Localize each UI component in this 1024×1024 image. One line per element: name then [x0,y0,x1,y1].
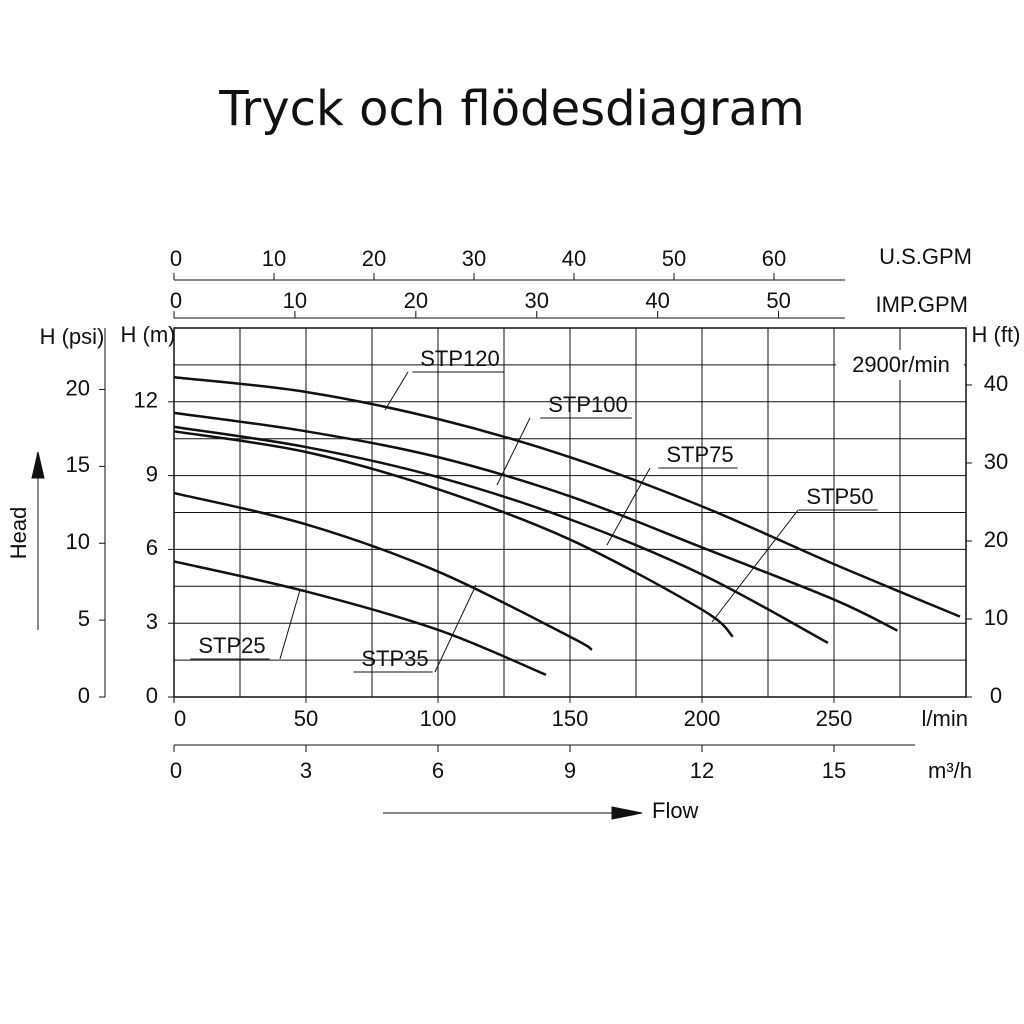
y-tick-label: 9 [146,461,158,486]
y-axis-label: H (m) [121,322,176,347]
axis-tick-label: 0 [78,683,90,708]
curve [173,375,961,618]
x-tick-label: 0 [174,706,186,731]
x-tick-label: 150 [552,706,589,731]
axis-tick-label: 12 [690,758,714,783]
y2-tick-label: 40 [984,371,1008,396]
curve-label: STP25 [198,633,265,658]
axis-tick-label: 0 [170,758,182,783]
y2-tick-label: 10 [984,605,1008,630]
axis-tick-label: 5 [78,606,90,631]
y2-tick-label: 0 [990,683,1002,708]
axis-tick-label: 3 [300,758,312,783]
curve [173,425,829,644]
label-leader [496,417,531,486]
label-leader [711,509,799,623]
axis-tick-label: 0 [170,288,182,313]
label-leader [434,584,477,673]
axis-tick-label: 15 [66,452,90,477]
axis-label: IMP.GPM [875,292,968,317]
curve [173,560,547,677]
label-leader [384,371,409,411]
axis-tick-label: 30 [525,288,549,313]
axis-tick-label: 40 [645,288,669,313]
axis-tick-label: 60 [762,246,786,271]
axis-tick-label: 0 [170,246,182,271]
axis-tick-label: 50 [766,288,790,313]
curve-label: STP100 [548,392,628,417]
x-axis-label: l/min [922,706,968,731]
label-leader [279,589,301,660]
curve-label: STP120 [420,346,500,371]
x-tick-label: 200 [684,706,721,731]
x-tick-label: 250 [816,706,853,731]
axis-tick-label: 6 [432,758,444,783]
y2-tick-label: 30 [984,449,1008,474]
flow-arrow-head [611,806,643,820]
x-tick-label: 100 [420,706,457,731]
head-arrow-head [31,451,45,479]
axis-label: U.S.GPM [879,244,972,269]
axis-label: m³/h [928,758,972,783]
x-tick-label: 50 [294,706,318,731]
axis-tick-label: 30 [462,246,486,271]
axis-tick-label: 10 [262,246,286,271]
curve [173,430,734,638]
y2-axis-label: H (ft) [972,322,1021,347]
chart-title: Tryck och flödesdiagram [218,81,805,137]
axis-tick-label: 20 [404,288,428,313]
axis-label: H (psi) [40,324,105,349]
y-tick-label: 3 [146,609,158,634]
axis-tick-label: 50 [662,246,686,271]
axis-tick-label: 20 [66,375,90,400]
y-tick-label: 6 [146,535,158,560]
curve-label: STP50 [806,484,873,509]
curve-label: STP35 [361,646,428,671]
axis-tick-label: 10 [283,288,307,313]
axis-tick-label: 10 [66,529,90,554]
axis-tick-label: 9 [564,758,576,783]
head-label: Head [6,507,31,560]
y-tick-label: 12 [134,388,158,413]
axis-tick-label: 15 [822,758,846,783]
annotation: 2900r/min [852,352,950,377]
flow-label: Flow [652,798,699,823]
y2-tick-label: 20 [984,527,1008,552]
curve [173,411,898,632]
label-leader [606,467,651,546]
annotation-bg [836,350,964,380]
y-tick-label: 0 [146,683,158,708]
axis-tick-label: 40 [562,246,586,271]
axis-tick-label: 20 [362,246,386,271]
curve-label: STP75 [666,442,733,467]
curve [173,491,593,651]
